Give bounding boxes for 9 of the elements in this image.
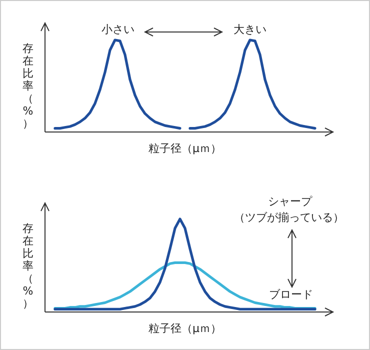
y-axis-title: 存在比率（%） — [22, 222, 34, 310]
annotation: ブロード — [269, 288, 313, 301]
annotation: （ツブが揃っている） — [234, 211, 344, 224]
x-axis-title: 粒子径（μｍ） — [148, 322, 222, 335]
y-axis-title: 存在比率（%） — [22, 42, 34, 130]
x-axis-title: 粒子径（μｍ） — [148, 142, 222, 155]
text: シャープ — [268, 195, 313, 208]
text: 大きい — [234, 23, 266, 36]
text: 小さい — [102, 23, 134, 36]
